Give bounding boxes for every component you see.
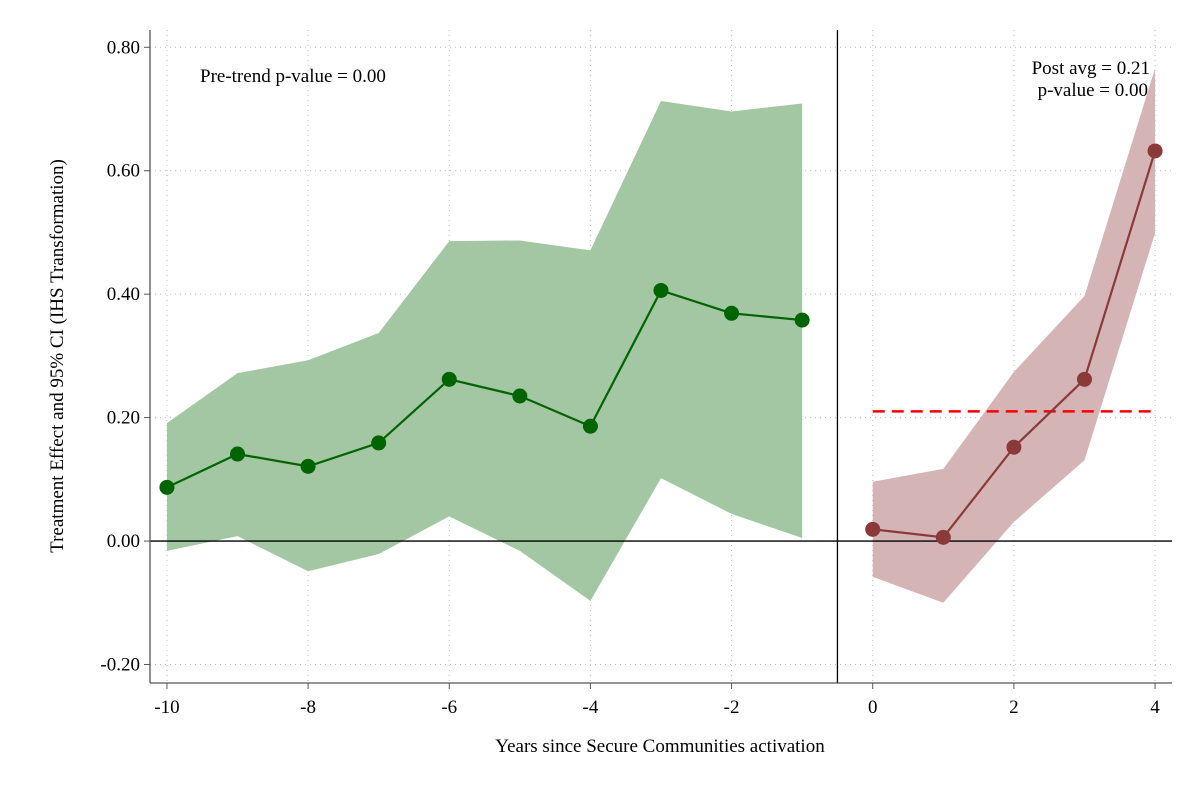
- data-point: [1006, 439, 1022, 455]
- y-tick-label: 0.00: [107, 531, 140, 552]
- data-point: [582, 418, 598, 434]
- data-point: [865, 521, 881, 537]
- y-tick-label: -0.20: [100, 654, 140, 675]
- data-point: [300, 458, 316, 474]
- data-point: [1076, 371, 1092, 387]
- series-line-pre: [166, 289, 803, 489]
- data-point: [512, 388, 528, 404]
- post-avg-annotation: Post avg = 0.21: [1032, 58, 1150, 79]
- x-tick-label: -6: [441, 697, 457, 718]
- y-tick-label: 0.20: [107, 408, 140, 429]
- data-point: [935, 529, 951, 545]
- ci-band-post: [872, 68, 1156, 603]
- pre-trend-annotation: Pre-trend p-value = 0.00: [200, 66, 386, 87]
- data-point: [724, 305, 740, 321]
- data-point: [794, 312, 810, 328]
- data-point: [653, 282, 669, 298]
- x-tick-label: 4: [1150, 697, 1160, 718]
- x-tick-label: 0: [868, 697, 878, 718]
- x-tick-label: 2: [1009, 697, 1019, 718]
- x-axis-label: Years since Secure Communities activatio…: [495, 736, 825, 757]
- x-tick-label: -8: [300, 697, 316, 718]
- post-pvalue-annotation: p-value = 0.00: [1038, 80, 1148, 101]
- reference-lines: [150, 30, 1172, 683]
- x-tick-label: -10: [154, 697, 179, 718]
- data-point: [441, 371, 457, 387]
- y-tick-label: 0.60: [107, 161, 140, 182]
- ci-bands: [166, 68, 1156, 603]
- x-tick-label: -2: [724, 697, 740, 718]
- data-point: [159, 479, 175, 495]
- y-tick-label: 0.80: [107, 37, 140, 58]
- data-point: [1147, 143, 1163, 159]
- axes: -0.20 0.00 0.20 0.40 0.60 0.80 -10 -8 -6 -4 -2 0 2 4: [100, 30, 1172, 718]
- ci-band-pre: [166, 100, 803, 601]
- x-tick-label: -4: [583, 697, 599, 718]
- data-point: [371, 435, 387, 451]
- series-lines: [159, 143, 1163, 545]
- data-point: [230, 446, 246, 462]
- y-axis-label: Treatment Effect and 95% CI (IHS Transfo…: [47, 159, 68, 553]
- y-tick-label: 0.40: [107, 284, 140, 305]
